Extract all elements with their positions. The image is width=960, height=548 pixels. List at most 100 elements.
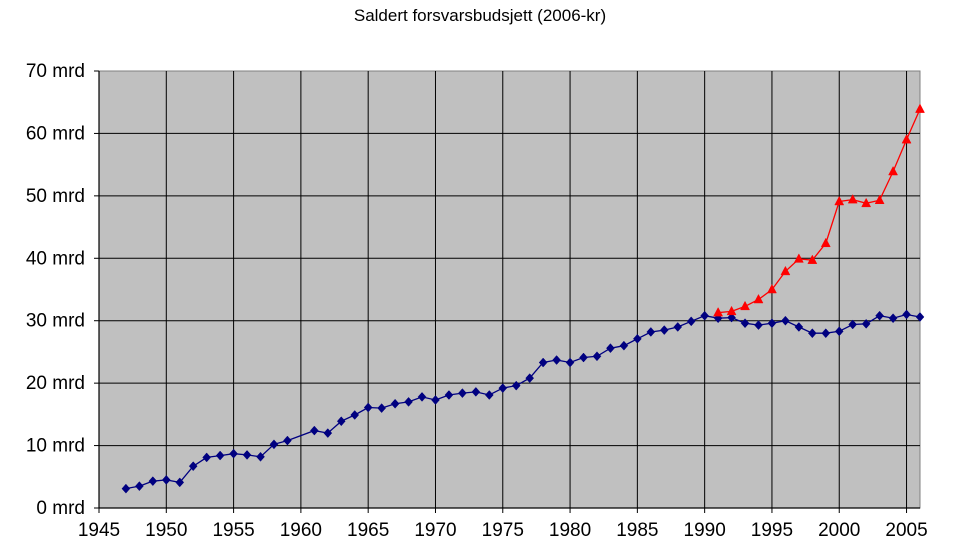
series-1-point [135,481,144,492]
series-2-point [713,307,724,317]
x-tick-label: 1980 [549,520,591,541]
series-1-point [754,320,763,330]
series-1-point [659,325,669,335]
x-tick-label: 1950 [145,520,187,541]
series-1-point [525,373,535,384]
series-2-point [767,283,777,294]
series-1-point [310,425,319,436]
series-1-point [175,477,185,488]
series-1-point [619,340,629,351]
series-1-point [148,476,158,487]
y-tick-label: 60 mrd [26,123,85,144]
series-2-point [888,165,898,176]
series-1-point [606,343,615,354]
series-1-point [242,450,252,460]
series-1-point [807,328,817,339]
series-2-point [726,305,737,316]
series-1-point [390,398,400,409]
series-1-point [229,448,238,459]
series-2-point [753,293,764,304]
y-tick-label: 40 mrd [26,248,85,269]
series-2-point [780,265,791,276]
series-1-point [336,416,346,427]
series-2-line [718,108,921,314]
series-2-point [874,194,885,204]
x-tick-label: 1970 [414,520,456,541]
series-2-point [820,237,831,248]
series-1-point [471,387,481,397]
series-1-point [794,322,804,332]
x-tick-label: 1985 [616,520,658,541]
x-tick-label: 1965 [347,520,389,541]
series-1-point [902,309,911,320]
series-1-point [740,318,750,329]
series-1-point [700,310,709,321]
series-1-point [404,396,413,407]
chart-title: Saldert forsvarsbudsjett (2006-kr) [353,6,607,25]
series-1-point [592,351,602,362]
series-1-point [767,318,777,329]
series-1-point [552,355,561,365]
series-1-point [498,383,508,394]
x-tick-label: 1955 [212,520,254,541]
y-tick-label: 20 mrd [26,373,85,394]
series-1-point [538,357,548,368]
series-1-point [781,315,790,326]
series-1-point [323,428,333,438]
y-tick-label: 70 mrd [26,61,85,82]
x-tick-label: 2005 [885,520,927,541]
series-1-point [565,357,575,368]
series-1-point [458,388,467,399]
series-1-point [121,483,131,494]
x-tick-label: 2000 [818,520,860,541]
series-1-point [431,395,440,405]
series-1-point [202,452,212,463]
series-1-point [269,439,279,450]
series-1-point [350,410,360,420]
series-2-point [834,195,845,206]
y-tick-label: 50 mrd [26,186,85,207]
series-2-point [793,253,804,263]
series-2-point [807,254,818,264]
series-1-point [579,352,588,363]
x-tick-label: 1995 [751,520,793,541]
y-tick-label: 30 mrd [26,311,85,332]
series-1-point [283,435,292,446]
series-1-point [511,380,521,391]
series-1-point [848,319,858,330]
y-tick-label: 10 mrd [26,436,85,457]
series-1-point [646,327,656,337]
x-tick-label: 1945 [78,520,120,541]
series-1-point [888,313,898,324]
x-tick-label: 1960 [280,520,322,541]
series-1-point [633,333,642,344]
series-1-point [444,390,454,400]
series-1-point [915,312,925,322]
series-2-point [861,197,872,208]
x-tick-label: 1975 [482,520,524,541]
series-1-point [686,316,696,327]
plot-area [98,70,921,509]
series-1-point [377,403,386,413]
series-1-point [834,326,844,337]
series-1-point [363,402,373,413]
series-2-point [740,300,750,311]
series-1-point [861,318,871,329]
series-1-point [215,450,225,461]
y-tick-label: 0 mrd [36,498,85,519]
series-1-point [417,392,427,402]
series-1-point [256,451,265,462]
series-1-point [161,475,171,485]
series-2-point [847,194,858,204]
series-2-point [901,134,912,144]
series-1-point [673,322,683,332]
series-1-point [821,328,831,339]
series-1-point [188,461,198,472]
x-tick-label: 1990 [684,520,726,541]
series-1-point [484,390,494,400]
series-2-point [915,103,925,113]
series-1-point [727,312,736,323]
series-1-point [875,310,884,321]
